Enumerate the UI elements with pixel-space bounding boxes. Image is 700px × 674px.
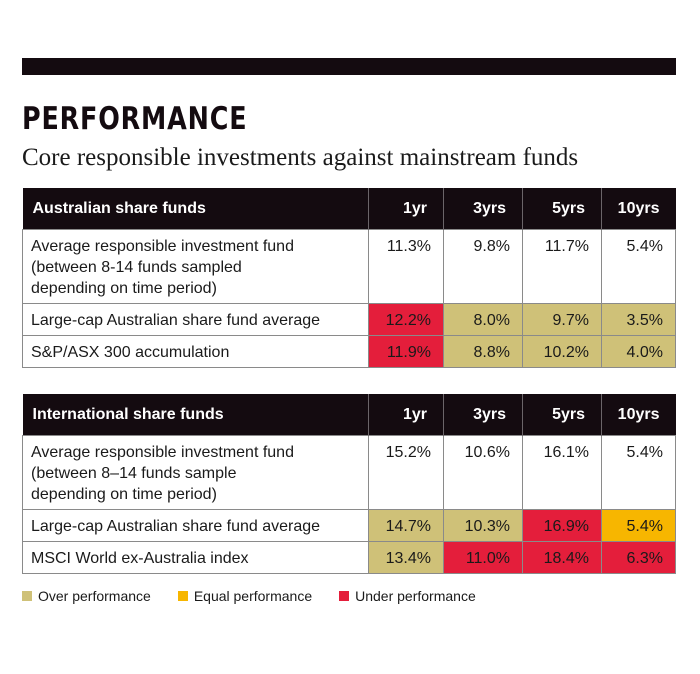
legend-swatch [22,591,32,601]
top-decorative-bar [22,58,676,75]
value-cell: 9.7% [522,302,602,336]
table-row: S&P/ASX 300 accumulation 11.9% 8.8% 10.2% 4.… [22,334,676,368]
legend-item-under: Under performance [339,588,476,604]
column-header: 3yrs [443,188,523,229]
table-header-title: International share funds [22,394,369,435]
column-header: 10yrs [601,394,676,435]
value-cell: 14.7% [368,508,444,542]
value-cell: 9.8% [443,228,523,304]
value-cell: 5.4% [601,508,676,542]
page-subtitle: Core responsible investments against mai… [22,144,579,171]
value-cell: 18.4% [522,540,602,574]
value-cell: 11.7% [522,228,602,304]
value-cell: 6.3% [601,540,676,574]
value-cell: 8.0% [443,302,523,336]
legend-swatch [339,591,350,601]
value-cell: 10.2% [522,334,602,368]
row-label: Average responsible investment fund (bet… [22,434,369,510]
row-label: Large-cap Australian share fund average [22,302,369,336]
legend-label: Over performance [38,588,151,604]
value-cell: 4.0% [601,334,676,368]
value-cell: 11.0% [443,540,523,574]
column-header: 3yrs [443,394,523,435]
value-cell: 10.6% [443,434,523,510]
table-header-title: Australian share funds [22,188,369,229]
value-cell: 3.5% [601,302,676,336]
value-cell: 12.2% [368,302,444,336]
column-header: 5yrs [522,188,602,229]
australian-share-funds-table: Australian share funds 1yr 3yrs 5yrs 10yrs Av… [22,188,676,368]
legend: Over performance Equal performance Under p… [22,586,503,606]
international-share-funds-table: International share funds 1yr 3yrs 5yrs 10yr… [22,394,676,574]
table-row: Large-cap Australian share fund average 1… [22,508,676,542]
value-cell: 5.4% [601,434,676,510]
column-header: 1yr [368,188,444,229]
value-cell: 5.4% [601,228,676,304]
column-header: 5yrs [522,394,602,435]
table-header-row: International share funds 1yr 3yrs 5yrs 10yr… [22,394,676,435]
row-label: Average responsible investment fund (bet… [22,228,369,304]
table-row: Large-cap Australian share fund average 1… [22,302,676,336]
value-cell: 16.1% [522,434,602,510]
legend-label: Under performance [355,588,476,604]
row-label: Large-cap Australian share fund average [22,508,369,542]
table-row: MSCI World ex-Australia index 13.4% 11.0% 1… [22,540,676,574]
value-cell: 8.8% [443,334,523,368]
value-cell: 11.9% [368,334,444,368]
column-header: 10yrs [601,188,676,229]
value-cell: 11.3% [368,228,444,304]
value-cell: 15.2% [368,434,444,510]
table-row: Average responsible investment fund (bet… [22,434,676,510]
column-header: 1yr [368,394,444,435]
legend-swatch [177,591,188,601]
table-header-row: Australian share funds 1yr 3yrs 5yrs 10yrs [22,188,676,229]
value-cell: 16.9% [522,508,602,542]
value-cell: 10.3% [443,508,523,542]
legend-item-equal: Equal performance [177,588,313,604]
page-title: PERFORMANCE [22,101,248,137]
row-label: S&P/ASX 300 accumulation [22,334,369,368]
row-label: MSCI World ex-Australia index [22,540,369,574]
value-cell: 13.4% [368,540,444,574]
legend-item-over: Over performance [22,588,151,604]
table-row: Average responsible investment fund (bet… [22,228,676,304]
legend-label: Equal performance [193,588,313,604]
